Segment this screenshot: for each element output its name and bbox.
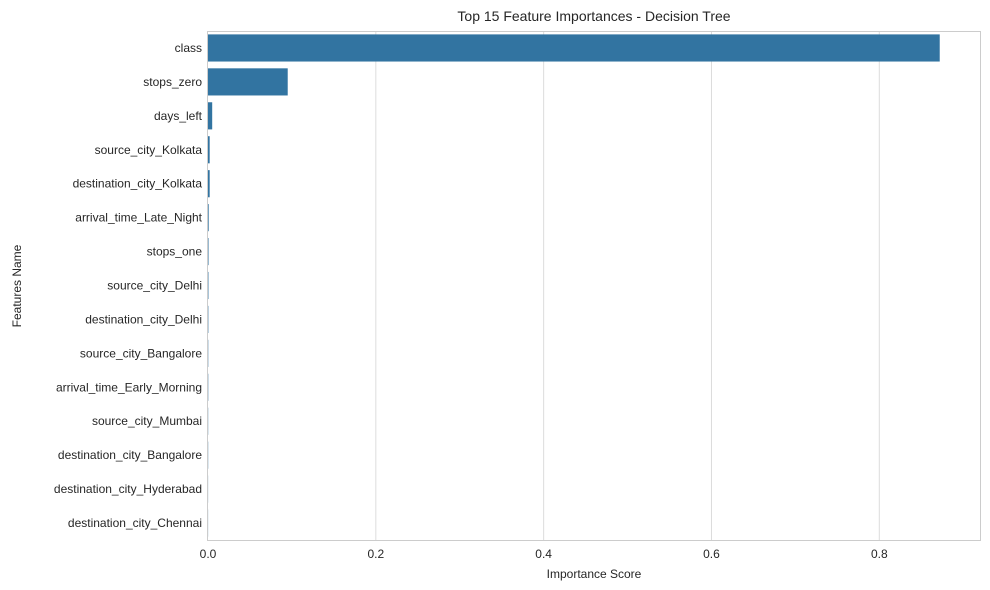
bar-destination_city_Kolkata: [208, 170, 210, 198]
x-axis-label: Importance Score: [547, 567, 642, 581]
y-tick-label: destination_city_Kolkata: [73, 177, 203, 191]
bar-days_left: [208, 102, 213, 130]
grid-lines: [375, 31, 880, 540]
y-tick-label: destination_city_Chennai: [68, 516, 202, 530]
y-tick-label: arrival_time_Late_Night: [75, 211, 202, 225]
y-tick-label: source_city_Kolkata: [95, 143, 203, 157]
y-tick-label: destination_city_Bangalore: [58, 448, 202, 462]
x-tick-label: 0.2: [367, 547, 384, 561]
plot-frame: [207, 31, 981, 541]
y-tick-label: destination_city_Hyderabad: [54, 482, 202, 496]
y-axis-label: Features Name: [10, 244, 24, 327]
y-tick-label: days_left: [154, 109, 203, 123]
y-tick-label: destination_city_Delhi: [85, 312, 202, 326]
bars: [208, 34, 940, 537]
bar-class: [208, 34, 940, 62]
x-tick-label: 0.6: [703, 547, 720, 561]
y-tick-label: stops_zero: [143, 75, 202, 89]
x-tick-labels: 0.0 0.2 0.4 0.6 0.8: [200, 547, 888, 561]
y-tick-label: source_city_Mumbai: [92, 414, 202, 428]
y-tick-label: stops_one: [147, 245, 203, 259]
y-tick-label: arrival_time_Early_Morning: [56, 380, 202, 394]
bar-stops_one: [208, 237, 209, 266]
y-tick-label: class: [175, 41, 202, 55]
x-tick-label: 0.8: [871, 547, 888, 561]
y-tick-label: source_city_Bangalore: [80, 346, 202, 360]
y-tick-label: source_city_Delhi: [107, 279, 202, 293]
bar-source_city_Kolkata: [208, 136, 210, 164]
x-tick-label: 0.0: [200, 547, 217, 561]
chart-title: Top 15 Feature Importances - Decision Tr…: [457, 8, 730, 24]
bar-stops_zero: [208, 68, 288, 96]
x-tick-label: 0.4: [535, 547, 552, 561]
bar-arrival_time_Late_Night: [208, 204, 209, 232]
y-tick-labels: class stops_zero days_left source_city_Kolk…: [54, 41, 203, 530]
